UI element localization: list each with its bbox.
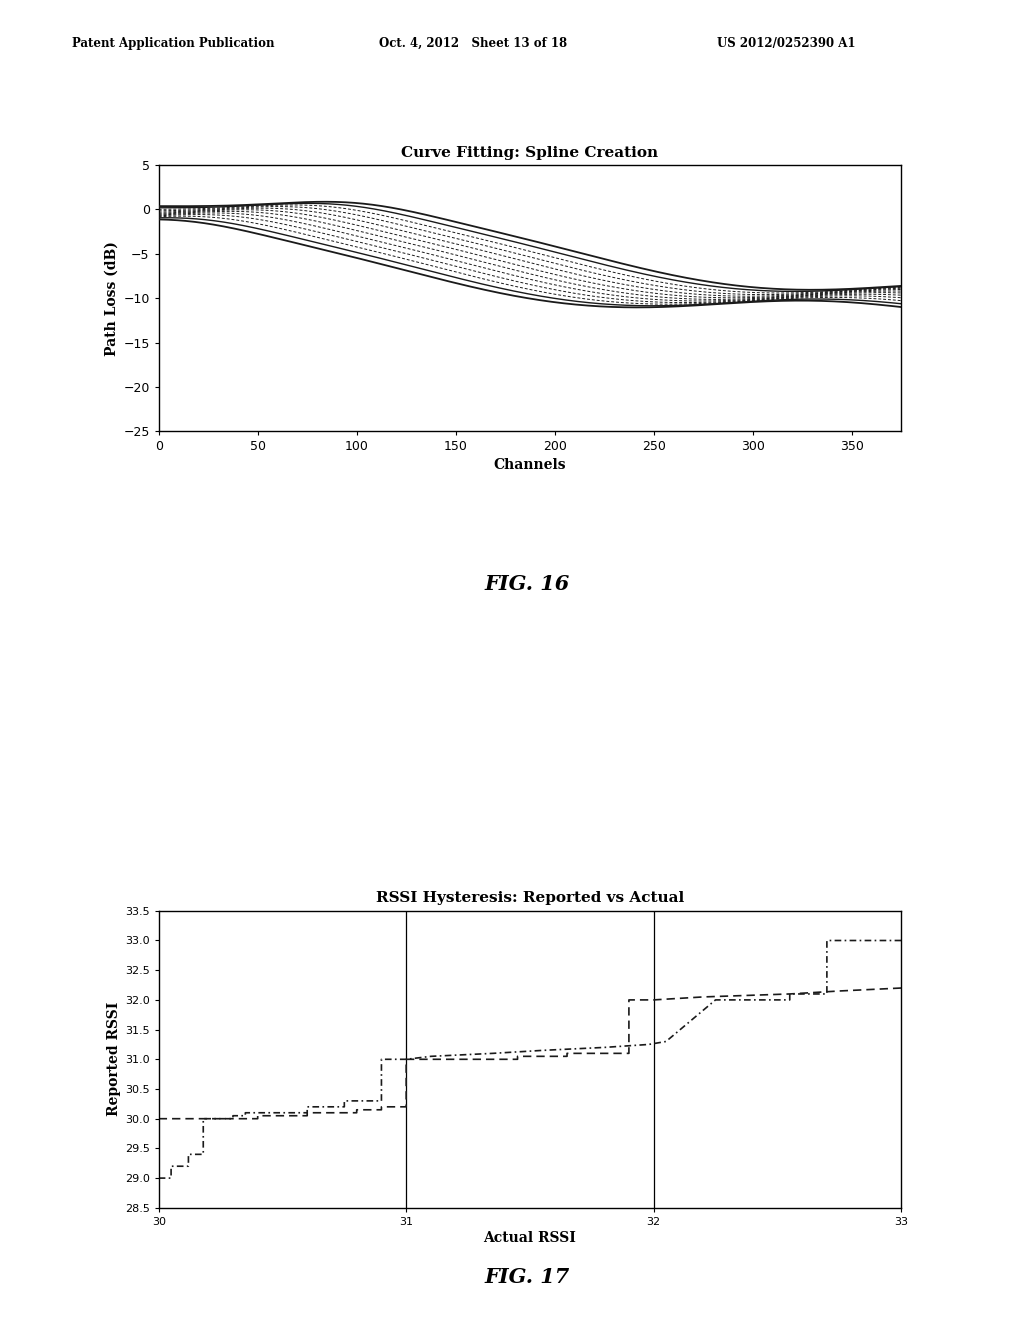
RSSI Decreasing bbox=[375, 1098, 387, 1114]
Text: US 2012/0252390 A1: US 2012/0252390 A1 bbox=[717, 37, 855, 50]
RSSI Increasing bbox=[338, 1093, 350, 1109]
RSSI Increasing bbox=[486, 1045, 499, 1061]
RSSI Increasing bbox=[227, 1110, 240, 1126]
RSSI Decreasing bbox=[350, 1102, 362, 1118]
RSSI Decreasing bbox=[252, 1107, 264, 1123]
RSSI Increasing bbox=[895, 932, 907, 948]
RSSI Increasing bbox=[240, 1107, 252, 1123]
RSSI Decreasing bbox=[561, 1045, 573, 1061]
RSSI Increasing bbox=[165, 1170, 177, 1185]
RSSI Decreasing bbox=[400, 1051, 413, 1067]
RSSI Increasing bbox=[537, 1043, 549, 1059]
RSSI Increasing bbox=[537, 1043, 549, 1059]
RSSI Decreasing bbox=[783, 986, 796, 1002]
Text: FIG. 16: FIG. 16 bbox=[484, 574, 570, 594]
RSSI Increasing bbox=[197, 1146, 209, 1162]
X-axis label: Channels: Channels bbox=[494, 458, 566, 471]
Line: RSSI Increasing: RSSI Increasing bbox=[159, 940, 901, 1177]
RSSI Increasing bbox=[425, 1048, 437, 1064]
Y-axis label: Path Loss (dB): Path Loss (dB) bbox=[105, 240, 119, 355]
RSSI Increasing bbox=[642, 1036, 654, 1052]
X-axis label: Actual RSSI: Actual RSSI bbox=[483, 1232, 577, 1245]
RSSI Increasing bbox=[227, 1107, 240, 1123]
Text: Oct. 4, 2012   Sheet 13 of 18: Oct. 4, 2012 Sheet 13 of 18 bbox=[379, 37, 567, 50]
RSSI Decreasing bbox=[301, 1107, 313, 1123]
RSSI Decreasing bbox=[834, 983, 846, 999]
RSSI Increasing bbox=[642, 1036, 654, 1052]
RSSI Increasing bbox=[182, 1146, 195, 1162]
RSSI Decreasing bbox=[561, 1048, 573, 1064]
Y-axis label: Reported RSSI: Reported RSSI bbox=[106, 1002, 121, 1117]
RSSI Decreasing bbox=[301, 1105, 313, 1121]
RSSI Increasing bbox=[375, 1051, 387, 1067]
RSSI Decreasing bbox=[647, 991, 659, 1007]
RSSI Increasing bbox=[165, 1159, 177, 1175]
Text: Patent Application Publication: Patent Application Publication bbox=[72, 37, 274, 50]
RSSI Decreasing bbox=[623, 1045, 635, 1061]
RSSI Increasing bbox=[400, 1051, 413, 1067]
RSSI Increasing bbox=[659, 1034, 672, 1049]
RSSI Increasing bbox=[400, 1051, 413, 1067]
Title: Curve Fitting: Spline Creation: Curve Fitting: Spline Creation bbox=[401, 145, 658, 160]
RSSI Increasing bbox=[598, 1039, 610, 1055]
RSSI Decreasing bbox=[834, 983, 846, 999]
RSSI Increasing bbox=[197, 1110, 209, 1126]
RSSI Increasing bbox=[659, 1034, 672, 1049]
RSSI Increasing bbox=[240, 1105, 252, 1121]
RSSI Increasing bbox=[598, 1039, 610, 1055]
RSSI Increasing bbox=[821, 986, 834, 1002]
RSSI Decreasing bbox=[400, 1098, 413, 1114]
RSSI Increasing bbox=[858, 932, 870, 948]
RSSI Decreasing bbox=[511, 1051, 523, 1067]
RSSI Decreasing bbox=[697, 989, 710, 1005]
RSSI Decreasing bbox=[375, 1102, 387, 1118]
RSSI Increasing bbox=[821, 932, 834, 948]
RSSI Decreasing bbox=[350, 1105, 362, 1121]
RSSI Increasing bbox=[783, 986, 796, 1002]
RSSI Increasing bbox=[486, 1045, 499, 1061]
RSSI Increasing bbox=[375, 1093, 387, 1109]
Line: RSSI Decreasing: RSSI Decreasing bbox=[159, 987, 901, 1118]
RSSI Increasing bbox=[858, 932, 870, 948]
RSSI Increasing bbox=[710, 991, 722, 1007]
RSSI Increasing bbox=[301, 1098, 313, 1114]
RSSI Increasing bbox=[153, 1170, 165, 1185]
RSSI Decreasing bbox=[895, 979, 907, 995]
Title: RSSI Hysteresis: Reported vs Actual: RSSI Hysteresis: Reported vs Actual bbox=[376, 891, 684, 906]
RSSI Decreasing bbox=[153, 1110, 165, 1126]
RSSI Increasing bbox=[182, 1159, 195, 1175]
Text: FIG. 17: FIG. 17 bbox=[484, 1267, 570, 1287]
RSSI Decreasing bbox=[623, 991, 635, 1007]
RSSI Decreasing bbox=[647, 991, 659, 1007]
RSSI Decreasing bbox=[697, 989, 710, 1005]
RSSI Increasing bbox=[710, 991, 722, 1007]
RSSI Decreasing bbox=[252, 1110, 264, 1126]
RSSI Increasing bbox=[301, 1105, 313, 1121]
RSSI Increasing bbox=[783, 991, 796, 1007]
RSSI Increasing bbox=[338, 1098, 350, 1114]
RSSI Increasing bbox=[425, 1048, 437, 1064]
RSSI Decreasing bbox=[783, 986, 796, 1002]
RSSI Decreasing bbox=[511, 1048, 523, 1064]
